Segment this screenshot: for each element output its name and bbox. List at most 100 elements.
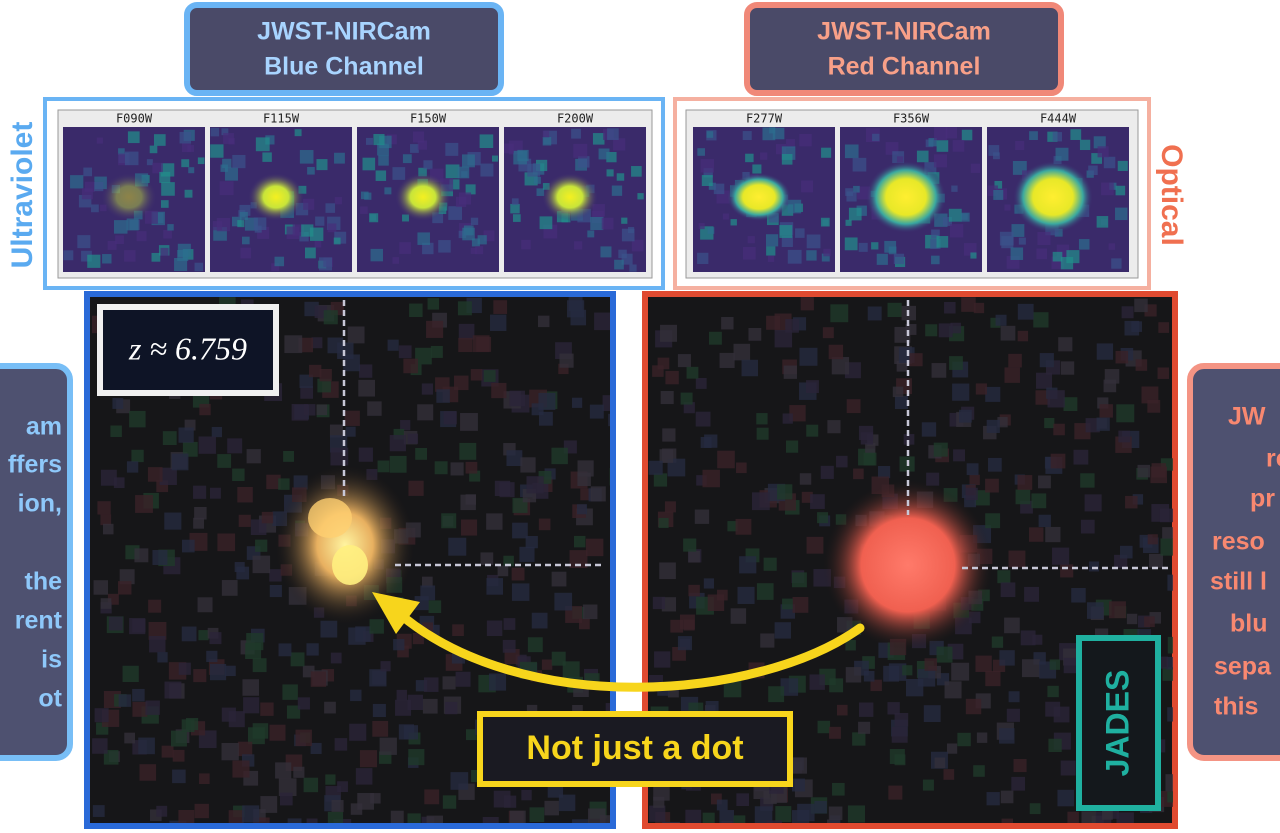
noise-pixel [531, 403, 544, 416]
noise-pixel [1167, 791, 1173, 803]
noise-pixel [63, 250, 74, 261]
noise-pixel [965, 698, 982, 715]
noise-pixel [403, 725, 419, 740]
noise-pixel [1091, 153, 1103, 164]
noise-pixel [275, 762, 292, 779]
noise-pixel [324, 701, 336, 714]
noise-pixel [387, 339, 399, 351]
noise-pixel [605, 703, 610, 714]
note-line: re [1266, 445, 1280, 473]
noise-pixel [1108, 243, 1116, 250]
noise-pixel [829, 678, 844, 693]
noise-pixel [737, 586, 755, 604]
noise-pixel [199, 773, 210, 784]
noise-pixel [418, 167, 427, 177]
header-title: JWST-NIRCam [257, 18, 431, 46]
noise-pixel [242, 805, 260, 823]
noise-pixel [177, 250, 189, 262]
noise-pixel [769, 127, 776, 134]
noise-pixel [820, 217, 830, 227]
noise-pixel [349, 723, 367, 741]
noise-pixel [221, 128, 229, 136]
noise-pixel [124, 151, 139, 166]
noise-pixel [1010, 247, 1024, 260]
noise-pixel [408, 749, 425, 766]
noise-pixel [1029, 131, 1038, 141]
noise-pixel [415, 680, 428, 692]
noise-pixel [924, 162, 937, 175]
noise-pixel [184, 189, 193, 198]
noise-pixel [722, 213, 729, 220]
note-line: pr [1250, 485, 1275, 513]
noise-pixel [739, 556, 757, 574]
noise-pixel [708, 331, 722, 345]
header-box [184, 2, 504, 96]
noise-pixel [148, 599, 162, 613]
noise-pixel [124, 732, 136, 744]
noise-pixel [91, 204, 99, 213]
noise-pixel [284, 335, 303, 354]
noise-pixel [806, 234, 821, 249]
noise-pixel [107, 593, 119, 605]
noise-pixel [1080, 473, 1095, 488]
note-line: this [1214, 693, 1258, 721]
noise-pixel [1017, 330, 1029, 342]
noise-pixel [571, 128, 581, 139]
noise-pixel [422, 622, 434, 634]
noise-pixel [480, 552, 494, 566]
noise-pixel [334, 197, 342, 205]
noise-pixel [421, 383, 433, 395]
noise-pixel [122, 665, 139, 683]
noise-pixel [574, 241, 583, 250]
noise-pixel [217, 533, 236, 552]
noise-pixel [703, 578, 714, 589]
noise-pixel [317, 378, 332, 393]
noise-pixel [242, 679, 259, 696]
noise-pixel [606, 151, 617, 163]
noise-pixel [654, 651, 671, 668]
noise-pixel [470, 247, 477, 254]
noise-pixel [241, 236, 250, 245]
noise-pixel [397, 645, 409, 658]
noise-pixel [973, 302, 985, 314]
noise-pixel [952, 383, 970, 401]
noise-pixel [303, 777, 319, 793]
noise-pixel [497, 565, 509, 577]
noise-pixel [970, 252, 977, 259]
noise-pixel [358, 379, 376, 397]
noise-pixel [255, 539, 268, 552]
noise-pixel [266, 474, 281, 490]
noise-pixel [131, 449, 144, 463]
noise-pixel [118, 581, 132, 595]
noise-pixel [562, 661, 580, 679]
noise-pixel [370, 248, 383, 262]
noise-pixel [510, 203, 520, 214]
noise-pixel [844, 237, 858, 251]
note-box [1187, 363, 1280, 761]
noise-pixel [576, 504, 588, 515]
band-label: Optical [1155, 144, 1188, 246]
noise-pixel [652, 596, 666, 610]
noise-pixel [475, 246, 484, 255]
noise-pixel [389, 435, 406, 452]
noise-pixel [800, 297, 814, 311]
noise-pixel [152, 550, 168, 565]
noise-pixel [178, 662, 191, 675]
noise-pixel [304, 404, 316, 416]
source [395, 173, 451, 221]
noise-pixel [243, 697, 260, 714]
noise-pixel [136, 231, 147, 242]
noise-pixel [1060, 760, 1076, 776]
noise-pixel [658, 517, 669, 529]
noise-pixel [1166, 656, 1173, 670]
noise-pixel [578, 156, 590, 168]
noise-pixel [1125, 495, 1138, 509]
noise-pixel [590, 486, 606, 502]
noise-pixel [707, 594, 725, 612]
noise-pixel [1102, 808, 1113, 820]
noise-pixel [994, 180, 1003, 189]
noise-pixel [170, 730, 187, 747]
noise-pixel [223, 133, 234, 144]
noise-pixel [1015, 489, 1031, 505]
noise-pixel [1080, 519, 1095, 534]
